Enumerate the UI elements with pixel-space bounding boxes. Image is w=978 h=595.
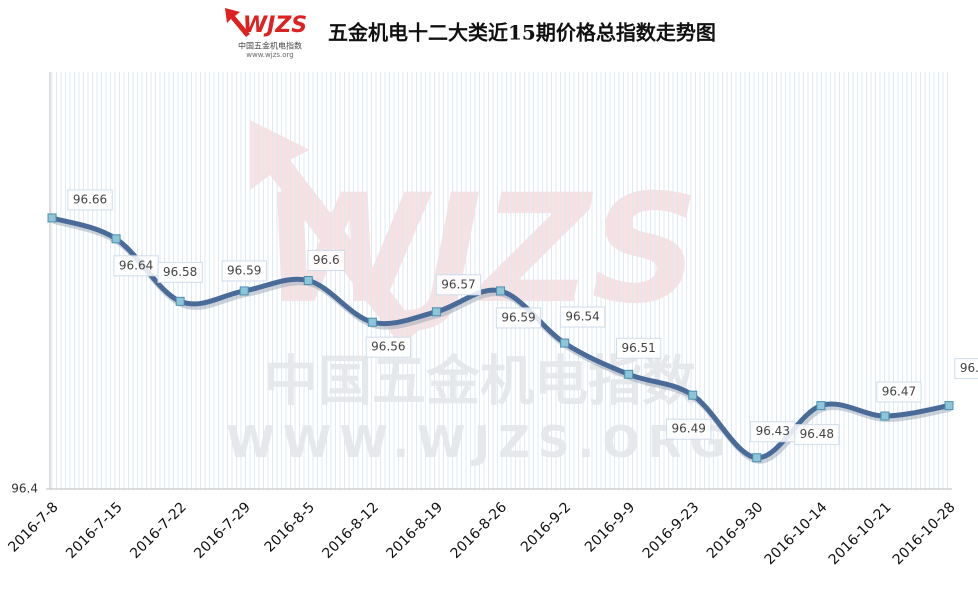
marker [111,234,121,244]
value-label-box [435,274,482,296]
logo-name: WJZS [243,13,307,38]
x-tick-label: 2016-7-29 [191,499,254,562]
x-tick-label: 2016-8-12 [319,499,382,562]
marker [239,286,249,296]
value-label-box [615,337,662,359]
logo: WJZS 中国五金机电指数 www.wjzs.org [225,8,307,59]
marker [303,276,313,285]
y-tick-label: 96.4 [11,482,38,496]
x-tick-label: 2016-8-19 [384,499,447,562]
watermark-url: WWW.WJZS.ORG [226,417,733,468]
x-tick-label: 2016-9-9 [582,499,638,555]
logo-url: www.wjzs.org [246,51,293,59]
value-label: 96.54 [565,310,599,324]
value-label: 96.64 [119,258,153,272]
x-tick-label: 2016-8-5 [262,499,318,555]
value-label: 96.58 [163,265,197,279]
value-label-box [157,261,203,283]
value-label-box [365,336,412,358]
value-label: 96.47 [882,385,916,399]
marker [175,296,185,306]
x-tick-label: 2016-9-30 [704,499,767,562]
value-label: 96.59 [501,310,535,324]
value-label: 96.59 [227,263,261,277]
x-tick-label: 2016-10-21 [826,499,895,568]
value-label-box [307,250,346,271]
marker [944,401,954,411]
value-label: 96.57 [441,277,475,291]
value-label-box [876,381,922,403]
logo-arrow [225,8,250,37]
value-label-box [67,189,113,211]
value-label-box [666,418,712,440]
marker [880,411,890,421]
value-label-box [221,260,267,282]
value-label: 96.48 [960,361,978,375]
value-label: 96.51 [621,341,655,355]
value-label: 96.66 [73,192,107,206]
marker [688,390,698,400]
x-tick-label: 2016-7-22 [127,499,190,562]
x-tick-label: 2016-10-14 [762,499,831,568]
value-label: 96.49 [672,422,706,436]
marker [752,453,762,463]
marker [47,213,57,223]
value-label-box [495,307,542,329]
x-tick-label: 2016-9-23 [640,499,703,562]
marker [816,401,826,411]
value-label-box [559,306,606,328]
x-tick-label: 2016-7-8 [5,499,61,555]
value-label: 96.43 [756,424,790,438]
x-tick-label: 2016-8-26 [448,499,511,562]
value-label: 96.48 [800,427,834,441]
x-tick-label: 2016-9-2 [518,499,574,555]
value-label-box [794,424,840,446]
value-label: 96.6 [313,253,340,267]
x-tick-label: 2016-10-28 [890,499,959,568]
logo-subtitle: 中国五金机电指数 [238,41,302,51]
value-label-box [954,358,978,380]
marker [367,317,377,327]
marker [496,286,505,296]
chart-title: 五金机电十二大类近15期价格总指数走势图 [328,21,716,45]
marker [431,307,441,317]
marker [624,369,634,379]
marker [560,338,570,348]
value-label: 96.56 [371,340,405,354]
x-tick-label: 2016-7-15 [63,499,126,562]
